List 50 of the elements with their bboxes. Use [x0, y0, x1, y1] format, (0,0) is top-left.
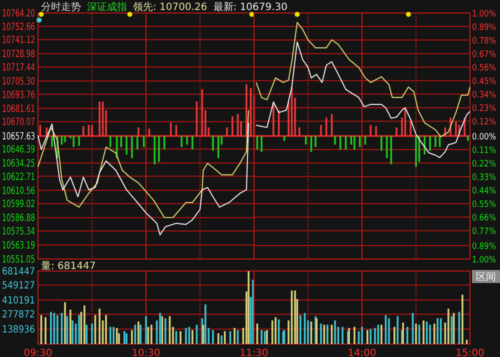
- x-tick-label: 14:00: [348, 348, 376, 357]
- y-tick-label: 549127: [2, 280, 40, 292]
- y2-tick-label: 0.33%: [472, 173, 500, 184]
- y-tick-label: 410191: [2, 296, 40, 307]
- y-tick-label: 10575.34: [2, 226, 50, 238]
- y2-tick-label: 1.00%: [472, 256, 500, 266]
- y2-tick-label: 0.89%: [472, 242, 500, 252]
- y2-tick-label: 0.67%: [472, 50, 500, 60]
- y2-tick-label: 0.22%: [472, 160, 500, 170]
- x-tick-label: 10:30: [132, 348, 160, 357]
- y2-tick-label: 0.34%: [472, 90, 500, 101]
- y-tick-label: 681447: [2, 266, 40, 278]
- y-tick-label: 10705.30: [2, 76, 50, 88]
- y-tick-label: 10622.71: [2, 172, 50, 183]
- y-tick-label: 10599.02: [2, 199, 50, 210]
- y2-tick-label: 0.56%: [472, 64, 500, 74]
- y2-tick-label: 0.78%: [472, 36, 500, 47]
- y2-tick-label: 0.11%: [472, 146, 500, 156]
- y2-tick-label: 0.12%: [472, 118, 500, 128]
- y-tick-label: 10681.61: [2, 104, 50, 115]
- y-tick-label: 10634.25: [2, 158, 50, 170]
- y2-tick-label: 0.00%: [472, 132, 500, 142]
- annotation: 领先: 10700.26: [133, 1, 208, 13]
- y2-tick-label: 0.77%: [472, 227, 500, 238]
- y2-tick-label: 0.45%: [472, 77, 500, 88]
- text: 区间: [476, 271, 496, 283]
- y-tick-label: 10646.39: [2, 144, 50, 156]
- x-tick-label: 11:30: [240, 348, 268, 357]
- x-tick-label: 15:00: [456, 348, 484, 357]
- y-tick-label: 10610.56: [2, 186, 50, 197]
- y-tick-label: 10657.63: [2, 131, 50, 142]
- y2-tick-label: 0.89%: [472, 23, 500, 34]
- annotation: 最新: 10679.30: [213, 1, 288, 13]
- y-tick-label: 277872: [2, 310, 40, 321]
- chart-subtitle: 深证成指: [87, 1, 127, 13]
- y-tick-label: 10670.07: [2, 117, 50, 128]
- y2-tick-label: 0.66%: [472, 214, 500, 224]
- y-tick-label: 10741.12: [2, 35, 50, 46]
- y-tick-label: 138936: [2, 324, 40, 336]
- y-tick-label: 10586.88: [2, 213, 50, 224]
- y2-tick-label: 0.23%: [472, 104, 500, 114]
- y-tick-label: 10752.66: [2, 22, 50, 33]
- y-tick-label: 10693.76: [2, 90, 50, 101]
- y2-tick-label: 0.44%: [472, 186, 500, 197]
- y2-tick-label: 0.55%: [472, 200, 500, 210]
- y-tick-label: 10717.44: [2, 62, 50, 74]
- y-tick-label: 10563.19: [2, 240, 50, 252]
- y2-tick-label: 1.00%: [472, 10, 500, 20]
- x-tick-label: 09:30: [24, 348, 52, 357]
- y-tick-label: 10728.98: [2, 49, 50, 60]
